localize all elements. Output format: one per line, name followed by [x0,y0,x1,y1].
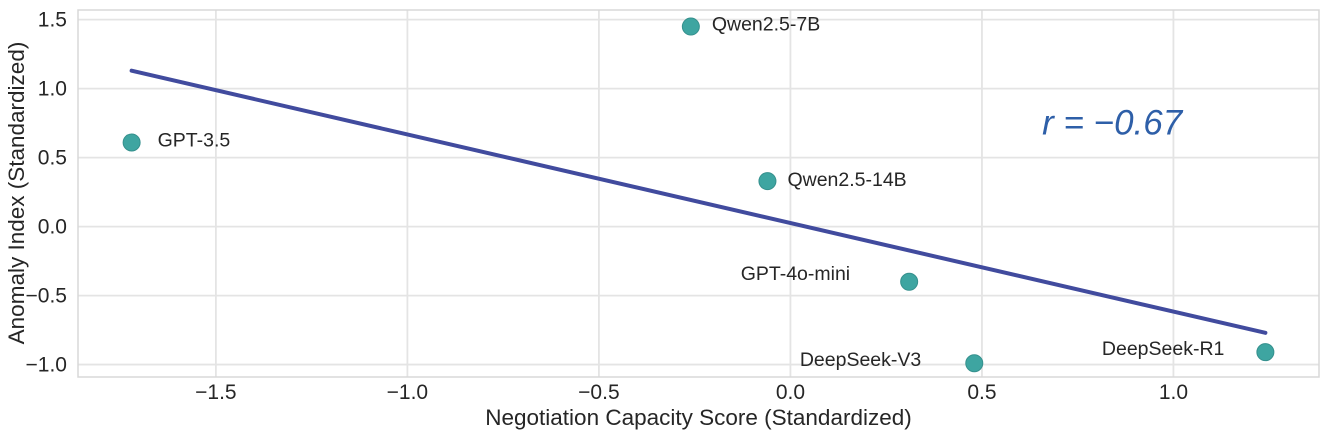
data-point-DeepSeek-V3[interactable] [965,354,984,373]
data-point-Qwen2.5-7B[interactable] [681,17,700,36]
y-tick-label: 0.0 [38,216,67,239]
y-tick-label: −1.0 [26,354,67,377]
x-tick-label: 1.0 [1159,381,1188,404]
y-tick-label: 0.5 [38,147,67,170]
regression-line [129,68,1268,335]
x-tick-label: −1.0 [387,381,428,404]
data-point-DeepSeek-R1[interactable] [1256,343,1275,362]
point-label-DeepSeek-V3: DeepSeek-V3 [800,349,921,371]
correlation-annotation: r = −0.67 [1042,103,1184,142]
data-point-Qwen2.5-14B[interactable] [758,172,777,191]
point-label-GPT-3.5: GPT-3.5 [158,129,231,151]
point-label-DeepSeek-R1: DeepSeek-R1 [1102,338,1224,360]
y-tick-label: 1.5 [38,9,67,32]
x-tick-label: −0.5 [578,381,619,404]
plot-border [77,9,1320,378]
x-axis-label: Negotiation Capacity Score (Standardized… [485,405,912,430]
point-label-GPT-4o-mini: GPT-4o-mini [741,263,850,285]
x-tick-label: −1.5 [195,381,236,404]
point-label-Qwen2.5-7B: Qwen2.5-7B [712,14,820,36]
y-axis-label: Anomaly Index (Standardized) [4,41,29,345]
point-label-Qwen2.5-14B: Qwen2.5-14B [787,169,906,191]
x-tick-label: 0.5 [967,381,996,404]
y-tick-label: 1.0 [38,78,67,101]
data-point-GPT-4o-mini[interactable] [900,272,919,291]
data-point-GPT-3.5[interactable] [122,133,141,152]
x-tick-label: 0.0 [776,381,805,404]
y-tick-label: −0.5 [26,285,67,308]
